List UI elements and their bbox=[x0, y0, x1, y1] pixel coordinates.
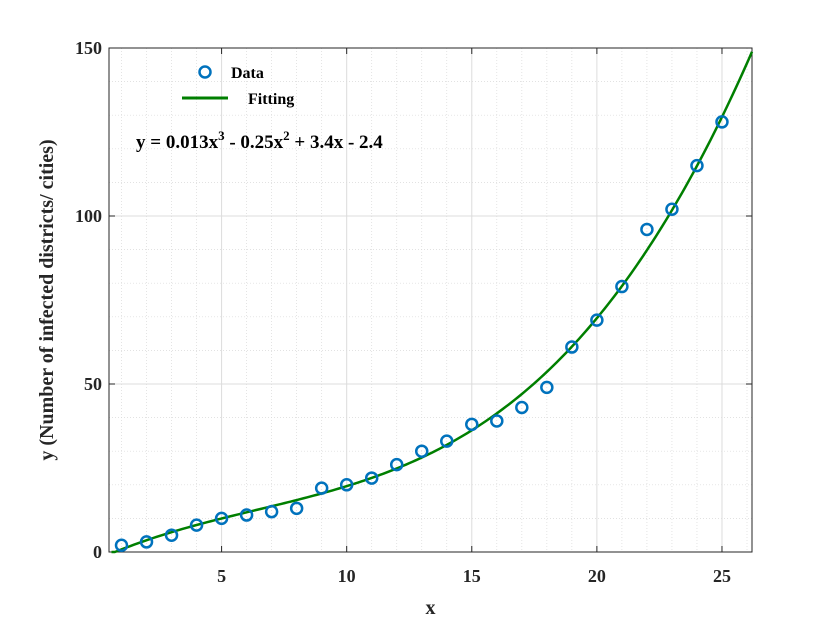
data-point bbox=[164, 528, 179, 542]
x-axis-label: x bbox=[426, 597, 436, 619]
axis-ticks bbox=[109, 47, 752, 553]
y-tick-label: 50 bbox=[84, 374, 102, 394]
fit-equation: y = 0.013x3 - 0.25x2 + 3.4x - 2.4 bbox=[136, 128, 383, 153]
data-point bbox=[264, 504, 279, 519]
legend-fitting-label: Fitting bbox=[248, 91, 294, 108]
data-point bbox=[615, 279, 629, 294]
data-point bbox=[389, 457, 404, 472]
data-point bbox=[665, 202, 679, 217]
tick-labels: 5 10 15 20 25 0 50 100 150 bbox=[75, 38, 731, 586]
fitting-curve bbox=[111, 51, 754, 554]
equation-part-2: - 0.25x bbox=[225, 132, 284, 153]
data-point bbox=[640, 222, 654, 237]
equation-part-3: + 3.4x - 2.4 bbox=[290, 132, 384, 153]
data-point bbox=[715, 115, 729, 129]
equation-exponent-2: 2 bbox=[283, 128, 290, 143]
equation-exponent-3: 3 bbox=[218, 128, 225, 143]
legend-data-label: Data bbox=[231, 65, 264, 82]
data-point bbox=[239, 508, 254, 522]
plot-area bbox=[108, 47, 753, 553]
fitting-curve-layer bbox=[111, 51, 754, 554]
data-markers-layer bbox=[114, 115, 729, 553]
y-tick-label: 100 bbox=[75, 206, 102, 226]
data-point bbox=[289, 501, 304, 516]
data-point bbox=[490, 414, 504, 428]
data-point bbox=[414, 444, 429, 458]
y-tick-label: 150 bbox=[75, 38, 102, 58]
x-tick-label: 15 bbox=[463, 566, 481, 586]
y-tick-label: 0 bbox=[93, 542, 102, 562]
data-point bbox=[440, 434, 454, 448]
data-point bbox=[139, 535, 154, 549]
x-tick-label: 10 bbox=[338, 566, 356, 586]
data-point bbox=[364, 471, 379, 485]
data-point bbox=[114, 538, 129, 553]
legend: Data Fitting bbox=[182, 65, 294, 108]
legend-data-marker bbox=[198, 65, 212, 79]
data-point bbox=[189, 518, 204, 532]
data-point bbox=[339, 478, 354, 492]
data-point bbox=[590, 313, 604, 327]
major-grid bbox=[109, 48, 752, 552]
data-point bbox=[540, 380, 554, 395]
data-point bbox=[690, 158, 704, 173]
data-point bbox=[515, 400, 529, 415]
data-point bbox=[314, 481, 329, 495]
x-tick-label: 5 bbox=[217, 566, 226, 586]
minor-grid bbox=[109, 48, 752, 552]
x-tick-label: 20 bbox=[588, 566, 606, 586]
data-point bbox=[214, 511, 229, 526]
equation-part-1: y = 0.013x bbox=[136, 132, 219, 153]
x-tick-label: 25 bbox=[713, 566, 731, 586]
y-axis-label: y (Number of infected districts/ cities) bbox=[36, 139, 58, 460]
data-point bbox=[565, 340, 579, 354]
data-point bbox=[465, 417, 479, 432]
